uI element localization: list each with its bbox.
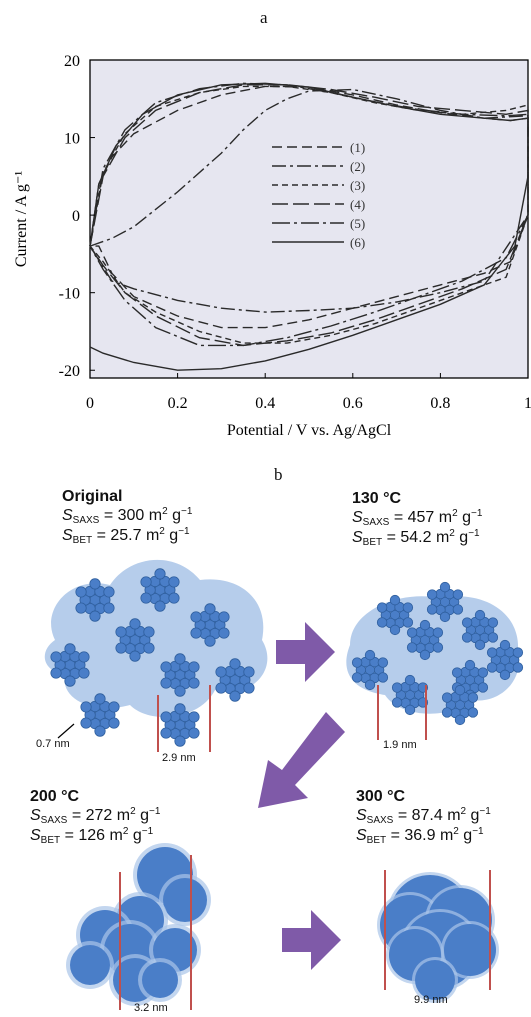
legend: (1) (2) (3) (4) (5) (6)	[272, 140, 365, 250]
tick-layer: 0 0.2 0.4 0.6 0.8 1 20 10 0 -10 -20	[59, 53, 531, 412]
y-tick-label: 0	[72, 208, 80, 225]
bet-value: SBET = 54.2 m2 g−1	[352, 528, 480, 548]
series-line-4	[89, 84, 529, 347]
series-line-6	[89, 82, 529, 371]
series-layer	[89, 82, 529, 371]
t130-cluster	[346, 581, 524, 740]
series-line-2	[89, 88, 529, 313]
stage-300: 300 °C SSAXS = 87.4 m2 g−1 SBET = 36.9 m…	[356, 788, 491, 846]
legend-entry: (6)	[350, 235, 365, 250]
y-tick-label: -10	[59, 286, 80, 303]
x-axis-label: Potential / V vs. Ag/AgCl	[227, 422, 392, 439]
x-tick-label: 0.6	[343, 395, 363, 412]
saxs-value: SSAXS = 457 m2 g−1	[352, 508, 483, 528]
nanoparticle-rosette	[115, 618, 155, 662]
saxs-value: SSAXS = 300 m2 g−1	[62, 506, 193, 526]
t300-cluster	[377, 870, 499, 1003]
stage-title: Original	[62, 488, 123, 505]
stage-title: 300 °C	[356, 788, 406, 805]
x-tick-label: 0	[86, 395, 94, 412]
cv-chart: 0 0.2 0.4 0.6 0.8 1 20 10 0 -10 -20 (1) (2) (3) (4) (5…	[13, 53, 531, 439]
nanoparticle-rosette	[351, 649, 389, 691]
scale-label-small: 0.7 nm	[36, 738, 70, 750]
nanoparticle-rosette	[426, 581, 464, 623]
arrow-right-top-icon	[276, 622, 335, 682]
arrow-right-bottom-icon	[282, 910, 341, 970]
stage-title: 130 °C	[352, 490, 402, 507]
schematic	[44, 559, 524, 1010]
y-tick-label: 10	[64, 131, 80, 148]
original-cluster	[44, 559, 268, 752]
saxs-value: SSAXS = 87.4 m2 g−1	[356, 806, 491, 826]
nanoparticle-rosette	[376, 594, 414, 636]
scale-label-200: 3.2 nm	[134, 1002, 168, 1014]
arrow-diagonal-icon	[258, 712, 345, 808]
nanoparticle-rosette	[160, 703, 200, 747]
nanoparticle-rosette	[160, 653, 200, 697]
t200-cluster	[66, 843, 211, 1010]
stage-200: 200 °C SSAXS = 272 m2 g−1 SBET = 126 m2 …	[30, 788, 160, 846]
nanoparticle-rosette	[80, 693, 120, 737]
panel-a-label: a	[260, 8, 268, 27]
y-tick-label: -20	[59, 363, 80, 380]
saxs-value: SSAXS = 272 m2 g−1	[30, 806, 161, 826]
nanoparticle-rosette	[441, 684, 479, 726]
nanoparticle-rosette	[461, 609, 499, 651]
bet-value: SBET = 36.9 m2 g−1	[356, 826, 484, 846]
x-tick-label: 0.8	[430, 395, 450, 412]
scale-label-130: 1.9 nm	[383, 739, 417, 751]
scale-label-300: 9.9 nm	[414, 994, 448, 1006]
nanoparticle-rosette	[190, 603, 230, 647]
panel-b-label: b	[274, 465, 283, 484]
legend-entry: (3)	[350, 178, 365, 193]
nanoparticle-rosette	[75, 578, 115, 622]
x-tick-label: 0.4	[255, 395, 275, 412]
nanoparticle-rosette	[140, 568, 180, 612]
y-tick-label: 20	[64, 53, 80, 70]
stage-130: 130 °C SSAXS = 457 m2 g−1 SBET = 54.2 m2…	[352, 490, 482, 548]
legend-entry: (1)	[350, 140, 365, 155]
nanoparticle-rosette	[486, 639, 524, 681]
legend-entry: (4)	[350, 197, 365, 212]
legend-entry: (2)	[350, 159, 365, 174]
x-tick-label: 1	[524, 395, 531, 412]
nanoparticle-rosette	[215, 658, 255, 702]
legend-entry: (5)	[350, 216, 365, 231]
nanoparticle-rosette	[406, 619, 444, 661]
y-axis-label: Current / A g⁻¹	[13, 171, 30, 268]
bet-value: SBET = 25.7 m2 g−1	[62, 526, 190, 546]
x-tick-label: 0.2	[168, 395, 188, 412]
bet-value: SBET = 126 m2 g−1	[30, 826, 154, 846]
stage-original: Original SSAXS = 300 m2 g−1 SBET = 25.7 …	[62, 488, 192, 546]
nanoparticle-rosette	[50, 643, 90, 687]
stage-title: 200 °C	[30, 788, 80, 805]
scale-label-original: 2.9 nm	[162, 752, 196, 764]
